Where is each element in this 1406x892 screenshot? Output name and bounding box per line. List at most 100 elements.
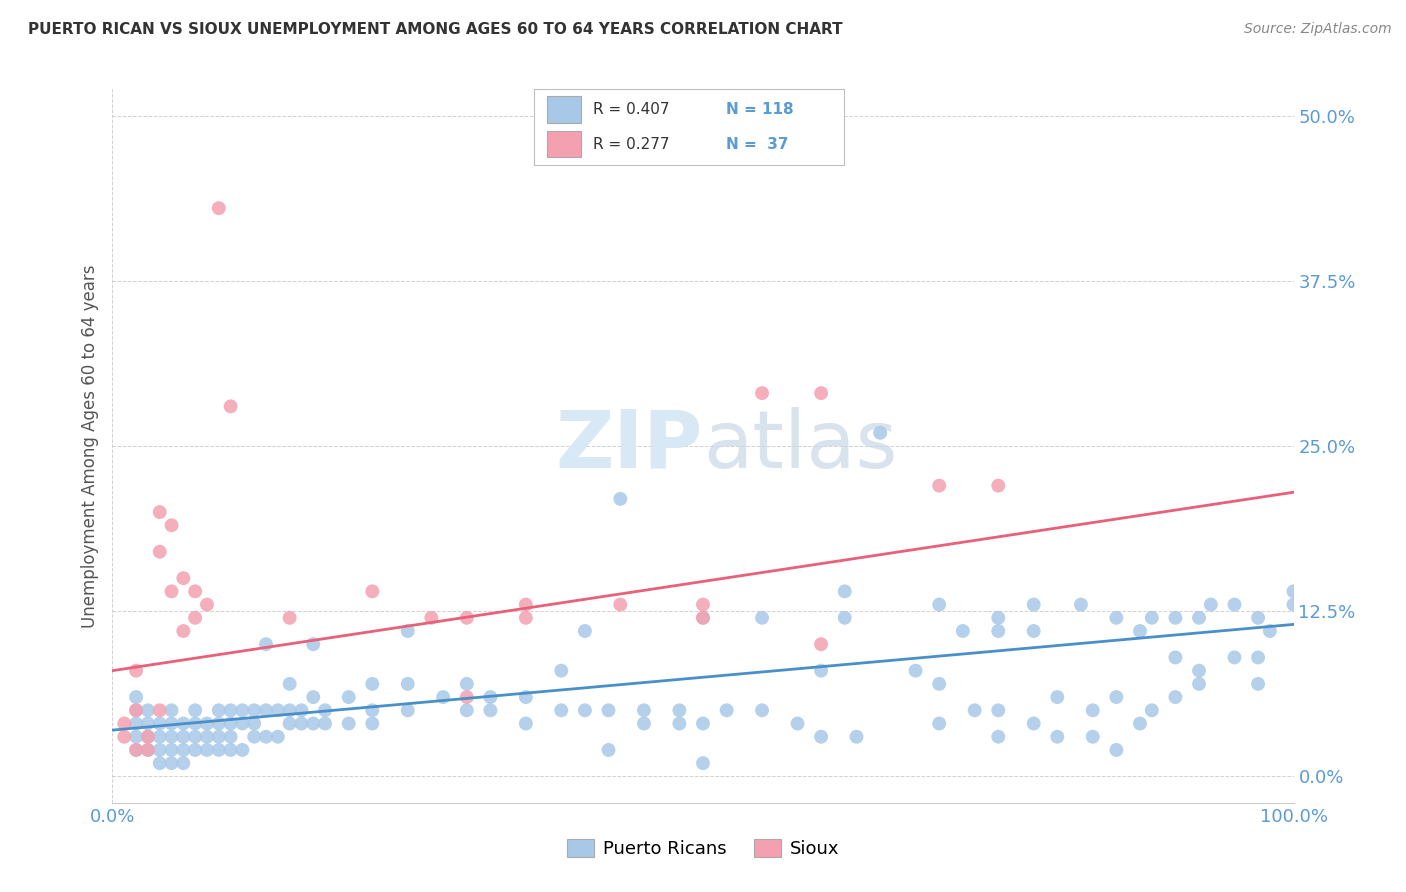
Point bbox=[396, 677, 419, 691]
Point bbox=[208, 201, 231, 215]
Point bbox=[314, 703, 336, 717]
Point bbox=[125, 703, 148, 717]
Point bbox=[987, 478, 1010, 492]
Point bbox=[810, 730, 832, 744]
Point bbox=[1081, 730, 1104, 744]
Point bbox=[160, 730, 183, 744]
Point bbox=[125, 743, 148, 757]
Point bbox=[125, 690, 148, 704]
Point bbox=[219, 400, 242, 414]
Point bbox=[692, 756, 714, 771]
Point bbox=[160, 584, 183, 599]
Point bbox=[125, 743, 148, 757]
Point bbox=[1223, 650, 1246, 665]
Point bbox=[987, 611, 1010, 625]
Point bbox=[456, 690, 478, 704]
Point bbox=[125, 730, 148, 744]
Point bbox=[184, 743, 207, 757]
Point bbox=[337, 690, 360, 704]
Point bbox=[243, 716, 266, 731]
Point bbox=[1199, 598, 1222, 612]
Point bbox=[219, 730, 242, 744]
Point bbox=[692, 611, 714, 625]
Point bbox=[184, 716, 207, 731]
Point bbox=[396, 703, 419, 717]
Point bbox=[1129, 716, 1152, 731]
Point bbox=[598, 703, 620, 717]
Point bbox=[184, 584, 207, 599]
Point bbox=[149, 743, 172, 757]
Point bbox=[1188, 664, 1211, 678]
Point bbox=[136, 743, 159, 757]
Point bbox=[290, 716, 312, 731]
Point bbox=[243, 730, 266, 744]
Point bbox=[136, 703, 159, 717]
Point bbox=[1081, 703, 1104, 717]
Point bbox=[112, 730, 135, 744]
Point bbox=[609, 491, 631, 506]
Point bbox=[692, 598, 714, 612]
Point bbox=[1188, 677, 1211, 691]
Point bbox=[160, 716, 183, 731]
Point bbox=[208, 730, 231, 744]
Point bbox=[1105, 690, 1128, 704]
Point bbox=[254, 703, 277, 717]
Point bbox=[195, 743, 218, 757]
Point bbox=[149, 756, 172, 771]
Point bbox=[361, 716, 384, 731]
Point bbox=[515, 611, 537, 625]
Point bbox=[834, 584, 856, 599]
Point bbox=[1046, 730, 1069, 744]
Point bbox=[1247, 677, 1270, 691]
Point bbox=[1140, 611, 1163, 625]
Point bbox=[160, 518, 183, 533]
Point bbox=[208, 703, 231, 717]
Point bbox=[515, 716, 537, 731]
Point bbox=[302, 637, 325, 651]
Point bbox=[963, 703, 986, 717]
Point bbox=[125, 664, 148, 678]
Point bbox=[845, 730, 868, 744]
Text: ZIP: ZIP bbox=[555, 407, 703, 485]
Point bbox=[1129, 624, 1152, 638]
Point bbox=[290, 703, 312, 717]
Text: R = 0.277: R = 0.277 bbox=[593, 136, 669, 152]
Point bbox=[786, 716, 808, 731]
Point bbox=[751, 611, 773, 625]
Point bbox=[149, 703, 172, 717]
Point bbox=[1282, 598, 1305, 612]
Point bbox=[598, 743, 620, 757]
Point bbox=[1188, 611, 1211, 625]
Point bbox=[1247, 650, 1270, 665]
Point bbox=[219, 703, 242, 717]
Point bbox=[172, 571, 194, 585]
Point bbox=[751, 703, 773, 717]
Point bbox=[172, 756, 194, 771]
Point bbox=[172, 716, 194, 731]
Point bbox=[243, 703, 266, 717]
Point bbox=[112, 716, 135, 731]
Point bbox=[869, 425, 891, 440]
Text: N = 118: N = 118 bbox=[725, 102, 793, 117]
Point bbox=[633, 703, 655, 717]
Point bbox=[208, 743, 231, 757]
Point bbox=[810, 664, 832, 678]
Point bbox=[136, 730, 159, 744]
Point bbox=[231, 716, 253, 731]
Point bbox=[515, 598, 537, 612]
Point bbox=[278, 703, 301, 717]
Point bbox=[267, 703, 290, 717]
Point bbox=[751, 386, 773, 401]
Point bbox=[149, 716, 172, 731]
Point bbox=[550, 664, 572, 678]
Point bbox=[172, 730, 194, 744]
Point bbox=[195, 598, 218, 612]
Point bbox=[834, 611, 856, 625]
Point bbox=[1282, 584, 1305, 599]
Point bbox=[810, 386, 832, 401]
Point bbox=[1164, 650, 1187, 665]
Point bbox=[456, 677, 478, 691]
Point bbox=[195, 716, 218, 731]
Text: PUERTO RICAN VS SIOUX UNEMPLOYMENT AMONG AGES 60 TO 64 YEARS CORRELATION CHART: PUERTO RICAN VS SIOUX UNEMPLOYMENT AMONG… bbox=[28, 22, 842, 37]
Point bbox=[396, 624, 419, 638]
